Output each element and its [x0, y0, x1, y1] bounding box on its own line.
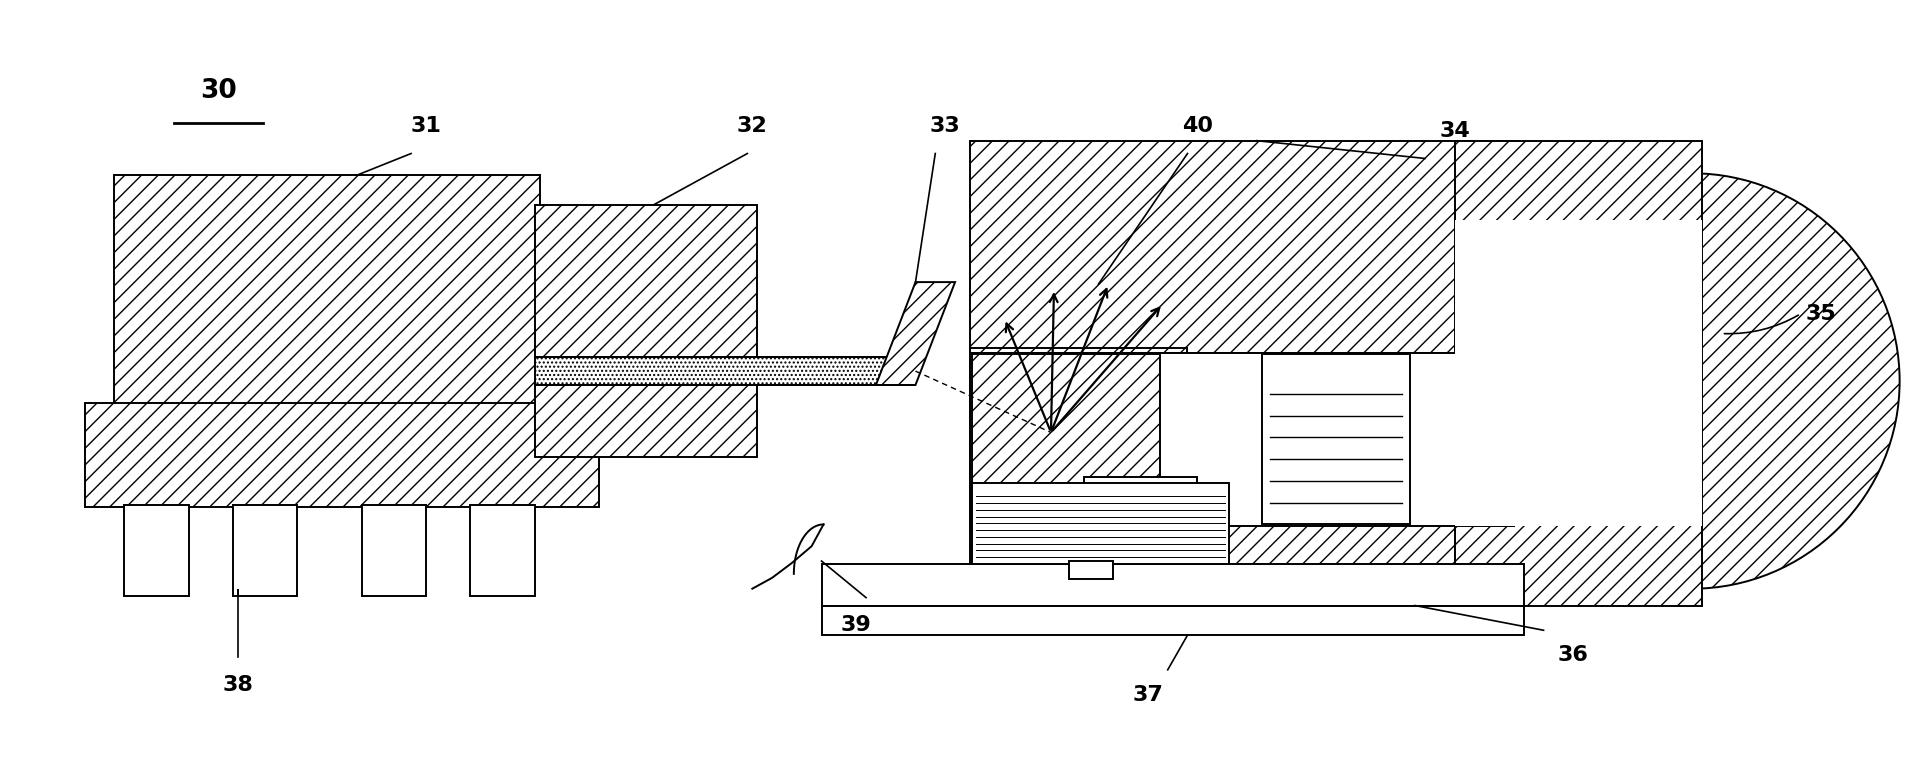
Bar	[970, 349, 1187, 437]
Text: 38: 38	[223, 674, 254, 694]
Text: 32: 32	[738, 116, 768, 136]
Text: 31: 31	[411, 116, 442, 136]
Bar	[534, 383, 757, 457]
Bar	[232, 504, 298, 596]
Bar	[534, 205, 757, 359]
Bar	[970, 353, 1514, 526]
Bar	[1454, 220, 1702, 526]
Text: 35: 35	[1806, 304, 1836, 324]
Bar	[970, 353, 1514, 526]
Bar	[361, 504, 426, 596]
Circle shape	[1485, 173, 1900, 589]
Bar	[125, 504, 188, 596]
Bar	[822, 606, 1523, 636]
Text: 34: 34	[1439, 121, 1470, 140]
Bar	[115, 175, 540, 407]
Polygon shape	[876, 282, 955, 385]
Text: 33: 33	[930, 116, 960, 136]
Bar	[85, 403, 599, 507]
Bar	[534, 357, 916, 385]
Bar	[1262, 354, 1410, 524]
Bar	[822, 564, 1523, 606]
Bar	[471, 504, 534, 596]
Text: 37: 37	[1133, 684, 1164, 704]
Bar	[1454, 140, 1702, 606]
Bar	[1068, 561, 1114, 579]
Bar	[970, 353, 1514, 606]
Bar	[1083, 477, 1197, 524]
Text: 39: 39	[841, 615, 872, 636]
Text: 40: 40	[1181, 116, 1212, 136]
Text: 36: 36	[1558, 645, 1589, 665]
Text: 30: 30	[200, 78, 236, 105]
Bar	[972, 354, 1160, 524]
Bar	[972, 483, 1229, 564]
Bar	[970, 140, 1514, 353]
